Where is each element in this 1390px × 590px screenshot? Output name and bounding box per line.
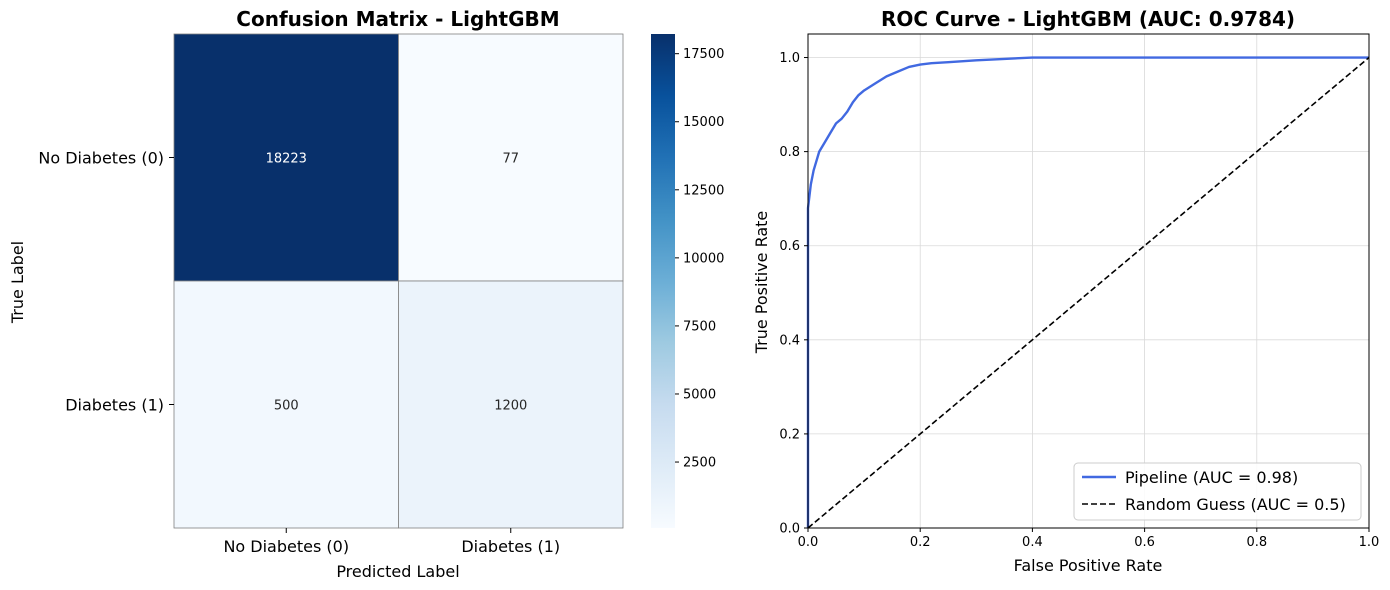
cm-x-axis-label: Predicted Label [336, 562, 459, 581]
colorbar-tick-label: 17500 [683, 47, 724, 62]
colorbar-tick-label: 2500 [683, 456, 716, 471]
colorbar [651, 34, 675, 528]
cm-cell [173, 280, 399, 529]
roc-y-tick-label: 0.8 [779, 145, 800, 160]
roc-x-ticks: 0.0 0.2 0.4 0.6 0.8 1.0 [798, 528, 1380, 550]
roc-x-axis-label: False Positive Rate [1014, 556, 1163, 575]
cm-y-category-label: No Diabetes (0) [38, 149, 164, 168]
cm-cell-value: 77 [502, 152, 519, 167]
colorbar-tick-label: 5000 [683, 387, 716, 402]
roc-x-tick-label: 0.4 [1022, 535, 1043, 550]
random-guess-line [807, 56, 1370, 529]
cm-cell-value: 1200 [494, 399, 527, 414]
roc-legend-label: Pipeline (AUC = 0.98) [1125, 468, 1298, 487]
cm-cell [398, 33, 624, 282]
pipeline-roc-line [806, 56, 1369, 528]
roc-x-tick-label: 0.0 [798, 535, 819, 550]
roc-plot-frame [807, 33, 1370, 529]
colorbar-tick-label: 7500 [683, 319, 716, 334]
colorbar-tick-label: 15000 [683, 115, 724, 130]
cm-y-category-labels: No Diabetes (0) Diabetes (1) [38, 149, 174, 415]
cm-cells: 18223 77 500 1200 [173, 33, 624, 529]
cm-cell-value: 18223 [266, 152, 307, 167]
cm-title: Confusion Matrix - LightGBM [236, 7, 559, 31]
cm-y-axis-label: True Label [8, 241, 27, 324]
roc-curve-panel: ROC Curve - LightGBM (AUC: 0.9784) 0.0 0.… [752, 7, 1379, 575]
colorbar-tick-label: 10000 [683, 251, 724, 266]
roc-y-axis-label: True Positive Rate [752, 211, 771, 355]
roc-lines [806, 56, 1370, 529]
cm-x-category-labels: No Diabetes (0) Diabetes (1) [223, 528, 560, 556]
roc-legend-box [1073, 462, 1362, 521]
roc-title: ROC Curve - LightGBM (AUC: 0.9784) [881, 7, 1295, 31]
cm-cell-value: 500 [274, 399, 299, 414]
cm-y-category-label: Diabetes (1) [65, 396, 164, 415]
roc-y-tick-label: 0.0 [779, 522, 800, 537]
confusion-matrix-panel: Confusion Matrix - LightGBM 18223 77 500 12… [8, 7, 724, 581]
roc-legend: Pipeline (AUC = 0.98) Random Guess (AUC =… [1073, 462, 1362, 521]
cm-x-category-label: No Diabetes (0) [223, 537, 349, 556]
roc-x-tick-label: 0.6 [1134, 535, 1155, 550]
cm-x-category-label: Diabetes (1) [461, 537, 560, 556]
roc-y-ticks: 0.0 0.2 0.4 0.6 0.8 1.0 [779, 51, 808, 537]
roc-y-tick-label: 0.4 [779, 333, 800, 348]
roc-x-tick-label: 0.8 [1246, 535, 1267, 550]
roc-legend-label: Random Guess (AUC = 0.5) [1125, 495, 1346, 514]
roc-y-tick-label: 0.2 [779, 427, 800, 442]
roc-x-tick-label: 0.2 [910, 535, 931, 550]
cm-cell [173, 33, 399, 282]
roc-y-tick-label: 1.0 [779, 51, 800, 66]
roc-x-tick-label: 1.0 [1359, 535, 1380, 550]
roc-grid [807, 34, 1370, 529]
cm-cell [398, 280, 624, 529]
roc-y-tick-label: 0.6 [779, 239, 800, 254]
colorbar-ticks: 2500 5000 7500 10000 12500 15000 17500 [675, 47, 724, 471]
colorbar-tick-label: 12500 [683, 183, 724, 198]
